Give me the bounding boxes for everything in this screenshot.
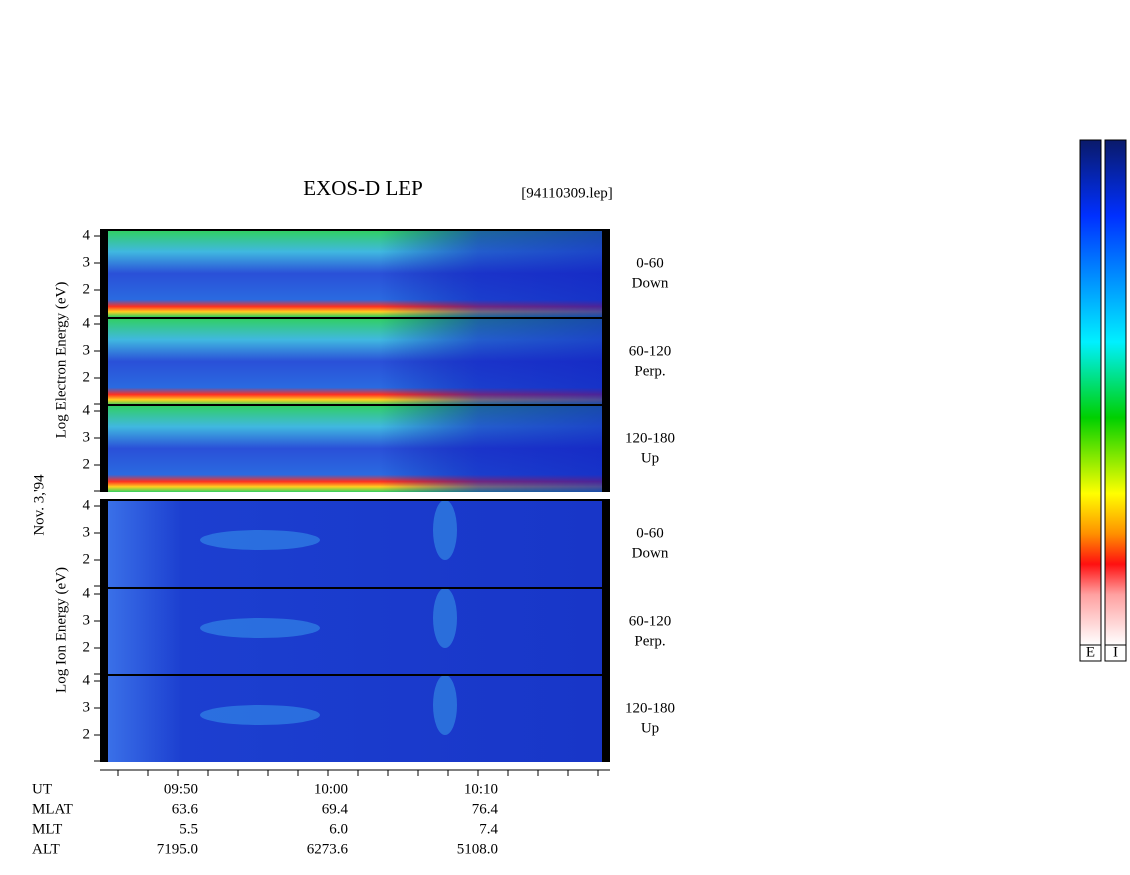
frame-right <box>602 230 610 492</box>
row-label: ALT <box>32 841 60 857</box>
frame-right <box>602 500 610 762</box>
panel-direction: Up <box>641 450 659 466</box>
frame-left <box>100 230 108 492</box>
panel-direction: Perp. <box>634 633 665 649</box>
tick-label: 3 <box>83 254 91 270</box>
title: EXOS-D LEP <box>303 176 423 200</box>
row-value: 69.4 <box>322 801 349 817</box>
row-value: 76.4 <box>472 801 499 817</box>
file-name: [94110309.lep] <box>521 185 613 201</box>
spectrogram <box>108 675 602 762</box>
spectrogram-shade <box>108 230 602 317</box>
row-value: 7195.0 <box>157 841 198 857</box>
spectrogram-feature <box>200 705 320 725</box>
spectrogram <box>108 500 602 587</box>
row-value: 09:50 <box>164 781 198 797</box>
tick-label: 2 <box>83 639 91 655</box>
tick-label: 4 <box>83 227 91 243</box>
axis-label: Log Ion Energy (eV) <box>53 567 69 693</box>
row-label: MLAT <box>32 801 73 817</box>
tick-label: 4 <box>83 402 91 418</box>
panel-range: 60-120 <box>629 613 672 629</box>
spectrogram-shade <box>108 405 602 492</box>
tick-label: 2 <box>83 456 91 472</box>
row-value: 10:00 <box>314 781 348 797</box>
tick-label: 4 <box>83 672 91 688</box>
colorbar-label: I <box>1113 644 1118 660</box>
spectrogram-feature <box>200 530 320 550</box>
row-value: 5108.0 <box>457 841 498 857</box>
panel-range: 60-120 <box>629 343 672 359</box>
row-value: 6273.6 <box>307 841 349 857</box>
panel-direction: Down <box>632 275 669 291</box>
tick-label: 2 <box>83 281 91 297</box>
panel-range: 120-180 <box>625 430 675 446</box>
date: Nov. 3,'94 <box>31 474 47 536</box>
row-value: 63.6 <box>172 801 199 817</box>
spectrogram-feature <box>433 675 457 735</box>
tick-label: 3 <box>83 429 91 445</box>
tick-label: 2 <box>83 726 91 742</box>
tick-label: 4 <box>83 315 91 331</box>
colorbar-label: E <box>1086 644 1095 660</box>
colorbar-label-box <box>1104 644 1127 662</box>
colorbar <box>1104 139 1127 646</box>
tick-label: 3 <box>83 342 91 358</box>
panel-direction: Up <box>641 720 659 736</box>
colorbar <box>1079 139 1102 646</box>
row-value: 10:10 <box>464 781 498 797</box>
spectrogram <box>108 588 602 675</box>
row-value: 5.5 <box>179 821 198 837</box>
row-value: 7.4 <box>479 821 498 837</box>
tick-label: 2 <box>83 551 91 567</box>
row-label: MLT <box>32 821 62 837</box>
tick-label: 3 <box>83 524 91 540</box>
panel-range: 0-60 <box>636 255 664 271</box>
tick-label: 3 <box>83 612 91 628</box>
colorbar-label-box <box>1079 644 1102 662</box>
spectrogram-feature <box>200 618 320 638</box>
tick-label: 4 <box>83 497 91 513</box>
spectrogram-feature <box>433 500 457 560</box>
spectrogram-shade <box>108 318 602 405</box>
panel-direction: Down <box>632 545 669 561</box>
axis-label: Log Electron Energy (eV) <box>53 282 69 439</box>
panel-direction: Perp. <box>634 363 665 379</box>
row-value: 6.0 <box>329 821 348 837</box>
spectrogram-feature <box>433 588 457 648</box>
tick-label: 2 <box>83 369 91 385</box>
frame-left <box>100 500 108 762</box>
panel-range: 120-180 <box>625 700 675 716</box>
row-label: UT <box>32 781 52 797</box>
panel-range: 0-60 <box>636 525 664 541</box>
tick-label: 3 <box>83 699 91 715</box>
tick-label: 4 <box>83 585 91 601</box>
